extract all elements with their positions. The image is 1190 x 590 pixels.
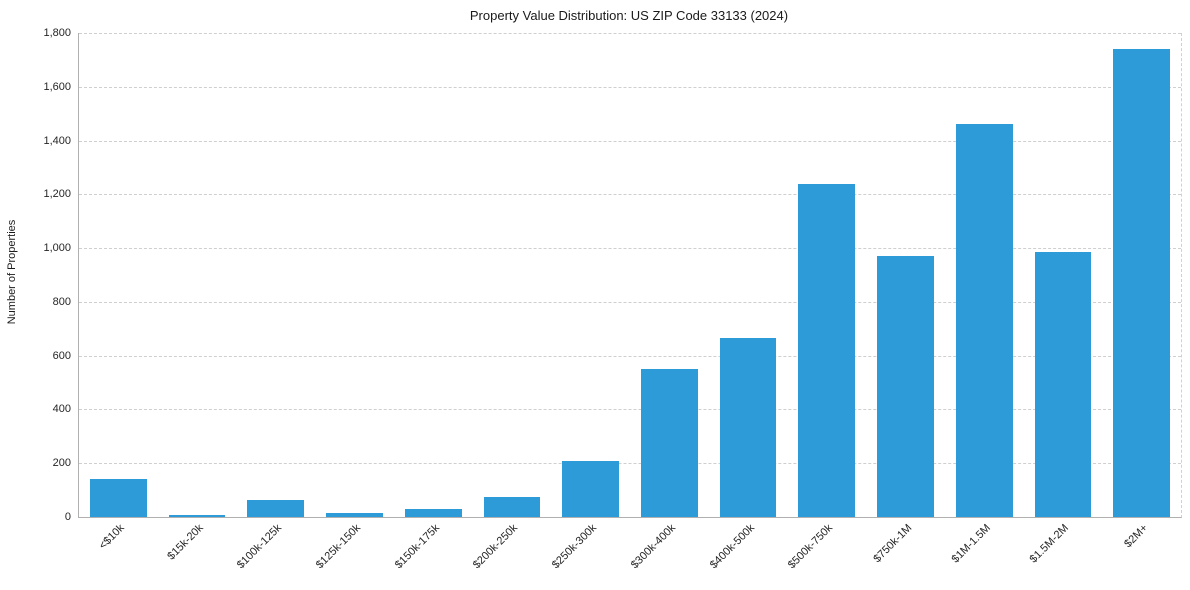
x-tick-label: $1.5M-2M [1027,522,1072,566]
bar [326,512,383,517]
x-tick-label: $750k-1M [870,522,914,566]
gridline [79,140,1181,142]
bar [247,499,305,517]
bar [641,369,698,517]
y-tick-label: 0 [64,511,71,523]
y-axis-label: Number of Properties [6,219,18,325]
gridline [79,86,1181,88]
bar [877,256,934,517]
gridline [79,463,1181,465]
y-tick-label: 800 [52,295,71,308]
bar [562,460,619,517]
x-tick-label: $15k-20k [165,522,206,563]
y-tick-label: 400 [52,403,71,416]
bar [798,183,856,517]
y-tick-label: 1,800 [43,27,71,39]
plot-area: 0 200 400 600 800 1,000 1,200 1,400 1,600 1,800 <$… [43,27,1182,571]
gridline [79,409,1181,411]
x-tick-label: $125k-150k [313,522,363,572]
y-tick-label: 1,600 [43,80,71,93]
bar [719,338,777,517]
x-tick-label: <$10k [96,522,127,552]
y-tick-label: 200 [52,457,71,470]
x-tick-label: $150k-175k [392,522,442,572]
bar [404,508,462,517]
x-tick-label: $500k-750k [786,522,836,572]
x-tick-label: $2M+ [1121,522,1151,551]
x-tick-label: $400k-500k [707,522,757,572]
y-tick-label: 1,200 [43,188,71,201]
x-tick-label: $1M-1.5M [949,522,993,566]
bar [168,514,226,517]
x-tick-label: $300k-400k [628,522,678,572]
x-tick-label: $200k-250k [471,522,521,572]
chart-title: Property Value Distribution: US ZIP Code… [469,8,789,23]
bar [90,479,147,517]
bar [483,496,541,517]
x-tick-label: $250k-300k [549,522,600,572]
y-tick-label: 1,000 [43,242,71,255]
gridline [79,248,1181,250]
gridline [79,301,1181,303]
bar [1113,49,1170,517]
y-tick-label: 1,400 [43,134,71,147]
x-tick-label: $100k-125k [235,522,285,572]
gridline [79,33,1181,34]
gridline [79,355,1181,357]
bar [1034,252,1092,517]
gridline [79,194,1181,196]
y-tick-label: 600 [52,349,71,362]
bar [955,124,1013,517]
